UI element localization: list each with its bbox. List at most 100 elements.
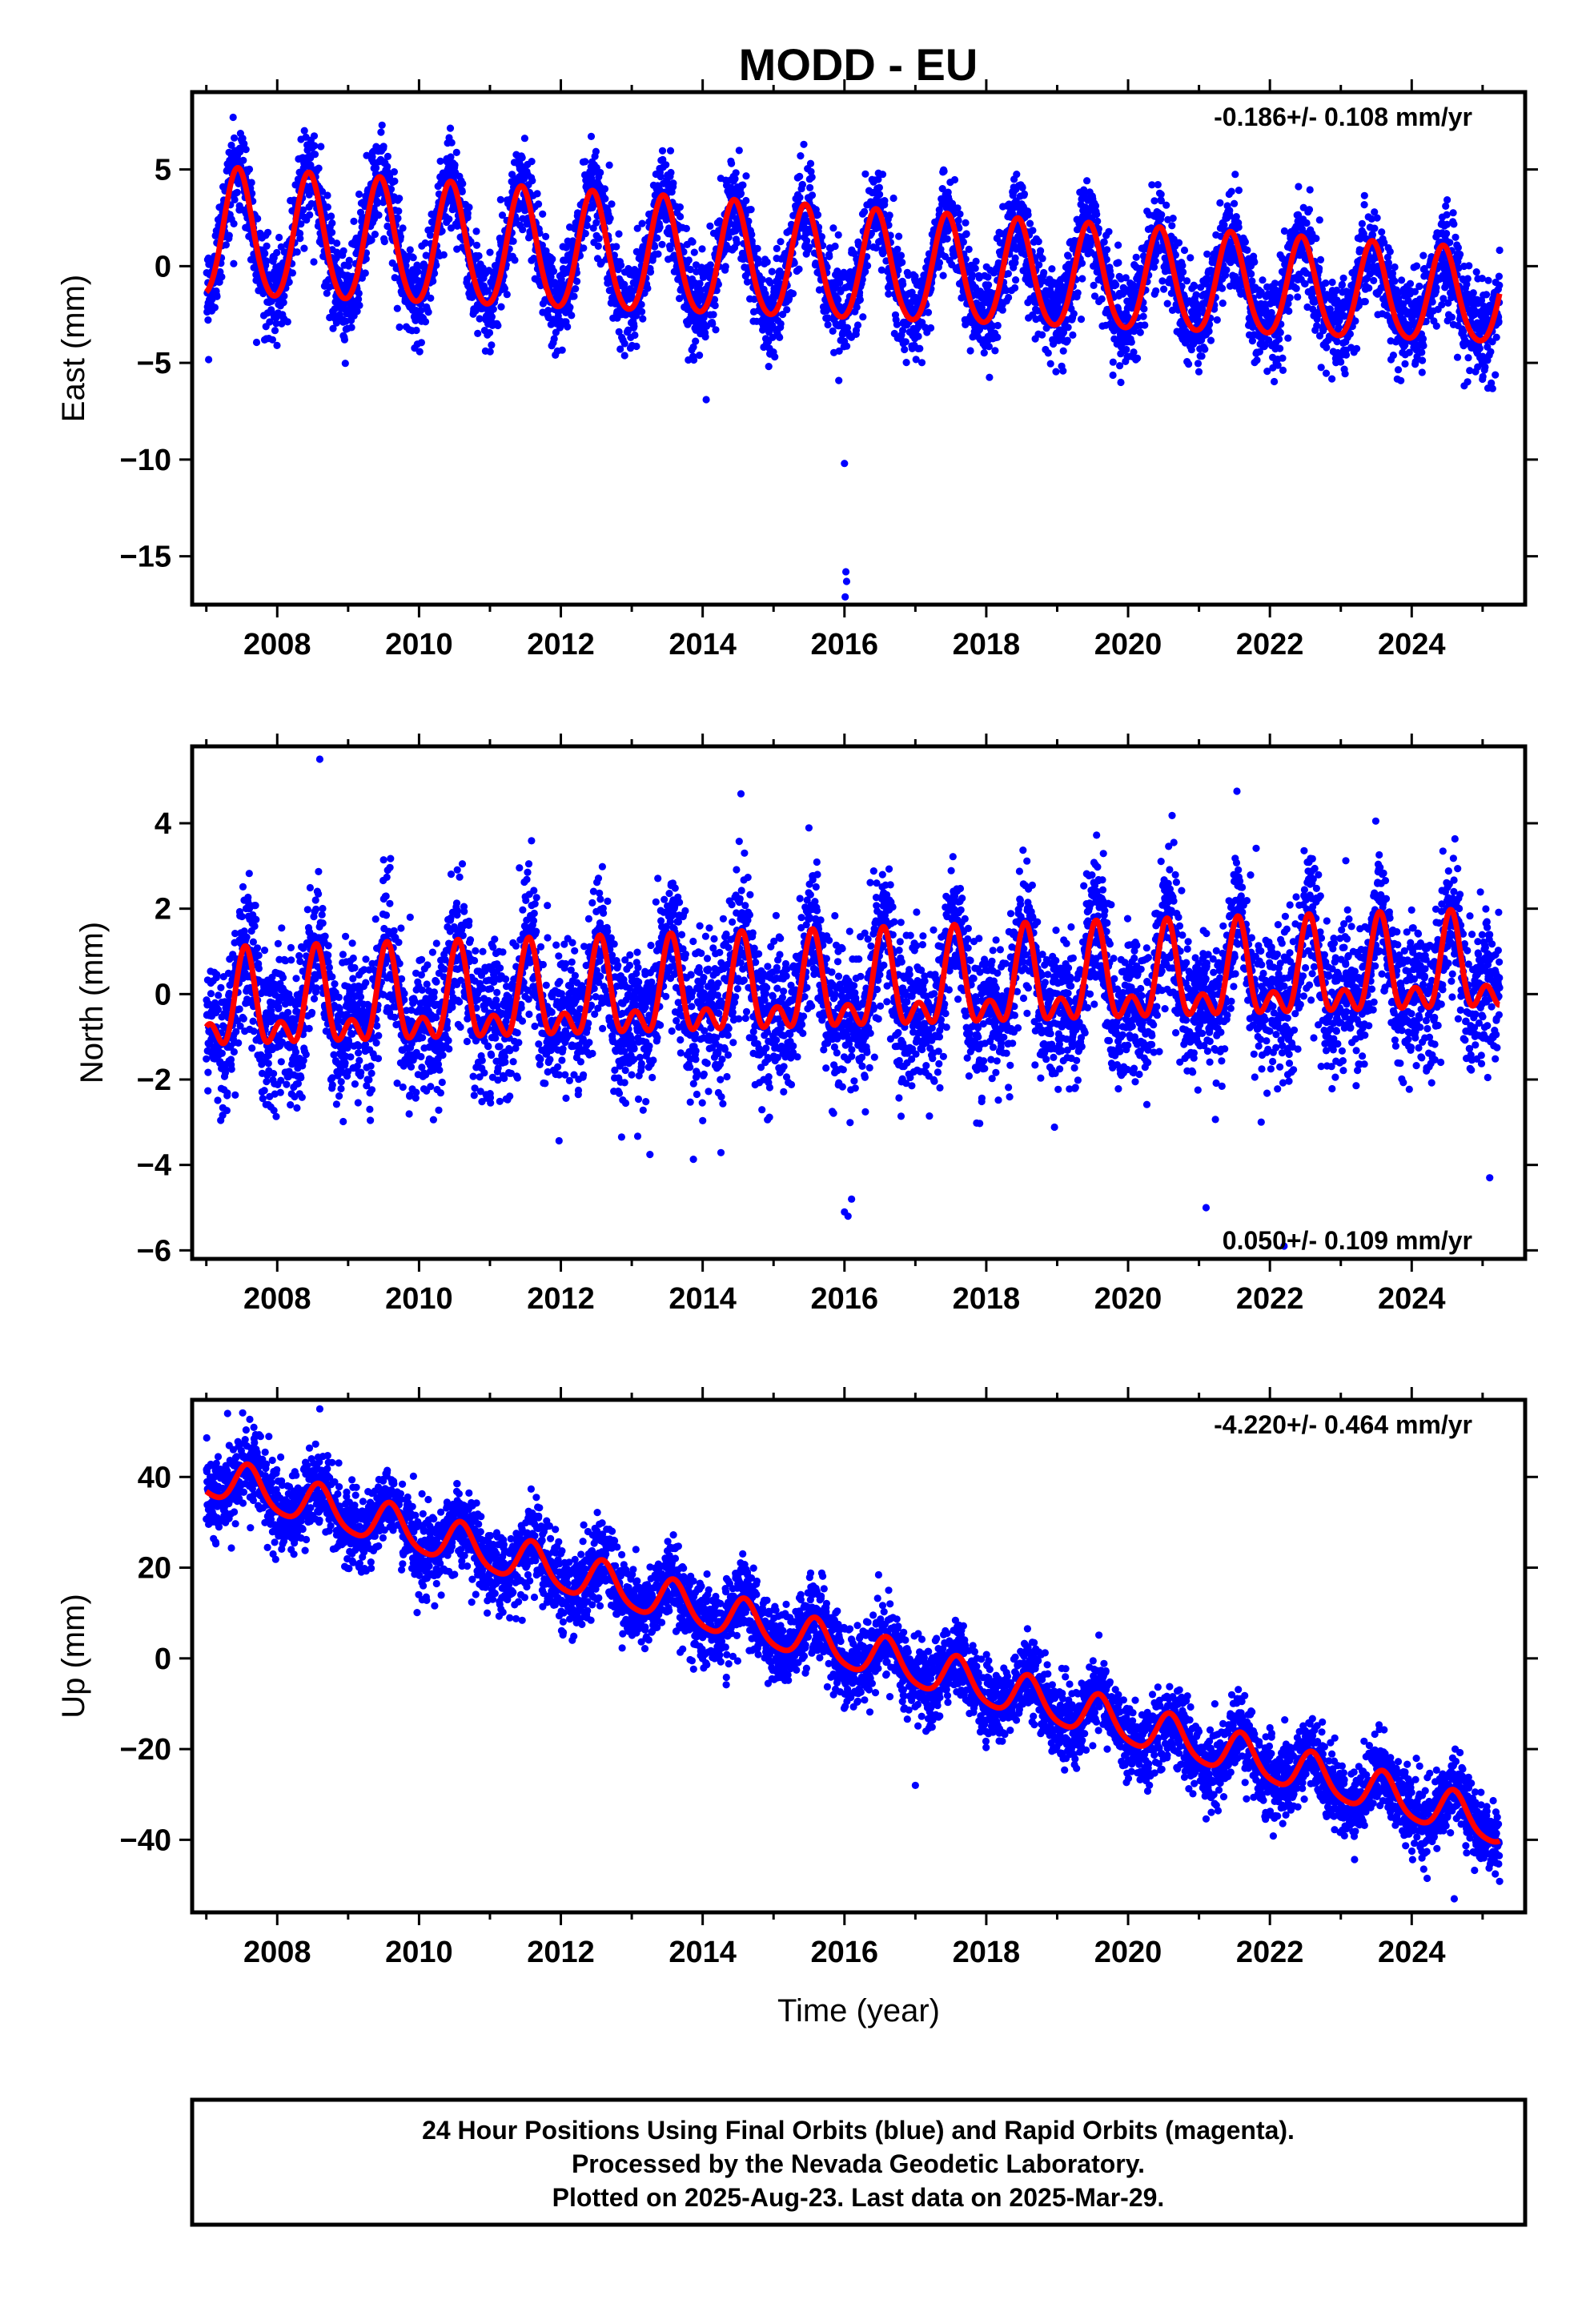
data-point (558, 346, 566, 354)
data-point (383, 152, 391, 160)
data-point (252, 338, 261, 347)
data-point (1231, 199, 1239, 207)
data-point (1163, 300, 1171, 308)
data-point (1251, 258, 1259, 266)
data-point (1195, 368, 1203, 376)
data-point (1018, 183, 1026, 191)
data-point (1132, 253, 1140, 261)
data-point (1158, 211, 1166, 219)
data-point (606, 215, 614, 223)
data-point (638, 308, 646, 316)
data-point (323, 203, 331, 211)
data-point (213, 292, 221, 300)
data-point (1192, 291, 1200, 299)
data-point (750, 296, 758, 304)
data-point (486, 348, 494, 356)
data-point (798, 180, 807, 189)
data-point (986, 373, 994, 381)
data-point (706, 222, 714, 230)
data-point (714, 280, 723, 288)
data-point (231, 134, 239, 142)
data-point (790, 259, 798, 267)
data-point (1024, 211, 1032, 219)
data-point (1219, 284, 1227, 292)
data-point (601, 195, 609, 203)
data-point (380, 238, 388, 246)
data-point (1186, 254, 1195, 262)
data-point (372, 164, 380, 172)
data-point (528, 177, 536, 185)
data-point (427, 294, 435, 302)
data-point (632, 312, 640, 320)
data-point (994, 321, 1002, 330)
data-point (853, 321, 862, 329)
data-point (768, 267, 776, 275)
data-point (835, 347, 843, 355)
data-point (503, 291, 511, 299)
data-point (803, 237, 811, 245)
data-point (409, 254, 417, 262)
data-point (1122, 345, 1130, 354)
data-point (378, 121, 386, 129)
data-point (693, 267, 701, 275)
data-point (966, 347, 974, 355)
data-point (600, 185, 609, 193)
data-point (950, 175, 959, 184)
data-point (1303, 219, 1311, 227)
data-point (1103, 246, 1111, 254)
data-point (897, 251, 905, 259)
data-point (637, 300, 645, 308)
data-point (1038, 255, 1046, 263)
data-point (835, 376, 843, 384)
data-point (748, 231, 756, 239)
data-point (859, 313, 867, 321)
data-point (1157, 191, 1165, 199)
data-point (710, 296, 719, 304)
data-point (1013, 171, 1021, 179)
data-point (1011, 283, 1019, 292)
data-point (438, 227, 446, 235)
data-point (596, 168, 604, 177)
data-point (985, 281, 993, 289)
data-point (394, 214, 402, 223)
data-point (685, 256, 693, 264)
data-point (592, 219, 600, 227)
data-point (564, 323, 572, 331)
data-point (706, 261, 715, 269)
data-point (245, 165, 254, 173)
data-point (1179, 268, 1187, 276)
data-point (332, 254, 340, 262)
data-point (676, 203, 685, 211)
data-point (581, 158, 589, 166)
data-point (1037, 247, 1045, 255)
data-point (421, 239, 429, 247)
data-point (737, 190, 745, 198)
data-point (475, 251, 483, 260)
data-point (1046, 360, 1054, 368)
data-point (771, 353, 779, 361)
data-point (271, 327, 279, 335)
data-point (893, 320, 901, 328)
data-point (968, 271, 977, 279)
data-point (834, 296, 842, 304)
data-point (1241, 238, 1249, 246)
data-point (300, 127, 308, 135)
data-point (765, 363, 773, 371)
data-point (656, 173, 665, 181)
data-point (288, 269, 296, 277)
data-point (689, 343, 697, 351)
data-point (1093, 211, 1101, 219)
data-point (639, 315, 647, 323)
data-point (1127, 338, 1135, 346)
data-point (1141, 321, 1149, 329)
data-point (345, 256, 353, 264)
data-point (754, 259, 762, 267)
data-point (1004, 270, 1012, 278)
data-point (395, 207, 403, 215)
data-point (834, 231, 842, 239)
data-point (917, 359, 926, 367)
data-point (552, 328, 560, 336)
data-point (595, 235, 603, 243)
data-point (311, 151, 319, 159)
data-point (390, 168, 398, 176)
